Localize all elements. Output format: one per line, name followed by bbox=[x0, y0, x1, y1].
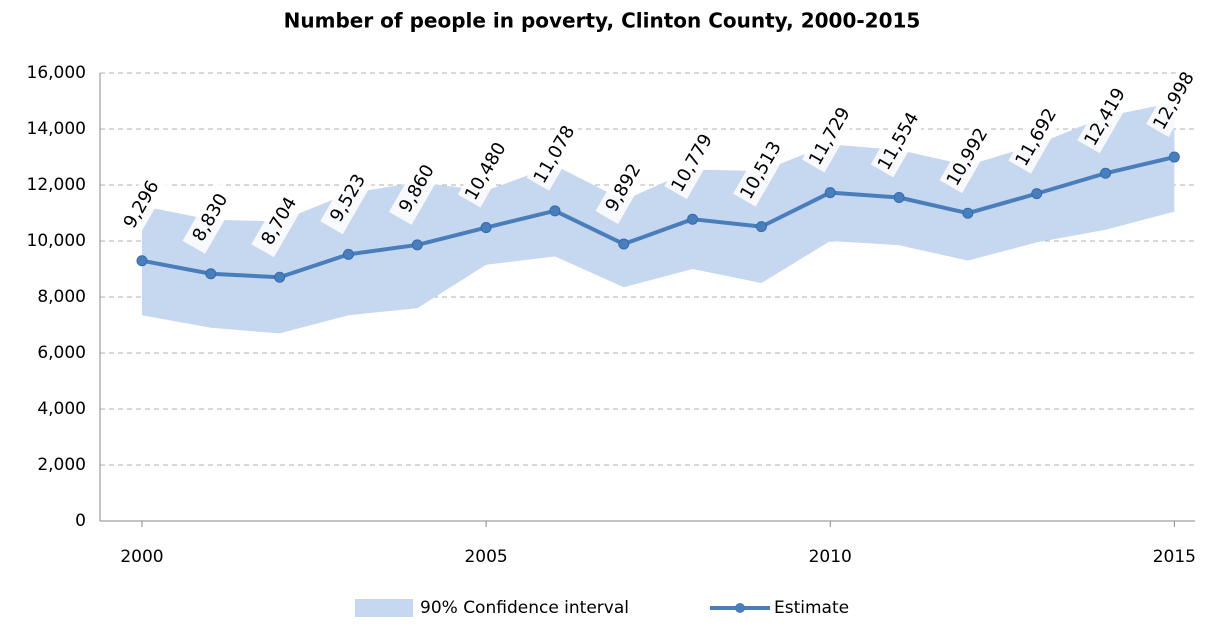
legend-swatch bbox=[355, 599, 413, 617]
point bbox=[1100, 167, 1112, 179]
data-label-bg bbox=[182, 181, 240, 254]
legend-swatch bbox=[735, 603, 745, 613]
data-label-group: 12,998 bbox=[1146, 65, 1203, 138]
data-label-bg bbox=[1008, 101, 1065, 174]
point bbox=[549, 205, 561, 217]
data-label-bg bbox=[1077, 81, 1134, 154]
legend-label: Estimate bbox=[774, 598, 849, 618]
data-label-bg bbox=[1146, 65, 1203, 138]
y-tick-label: 8,000 bbox=[37, 287, 86, 307]
y-tick-label: 2,000 bbox=[37, 455, 86, 475]
y-tick-label: 6,000 bbox=[37, 343, 86, 363]
y-tick-label: 12,000 bbox=[27, 175, 86, 195]
point bbox=[1168, 151, 1180, 163]
data-label-bg bbox=[595, 152, 653, 224]
data-label-bg bbox=[113, 168, 171, 241]
chart-title: Number of people in poverty, Clinton Cou… bbox=[284, 9, 921, 33]
point bbox=[1031, 188, 1043, 200]
y-tick-label: 10,000 bbox=[27, 231, 86, 251]
data-label-bg bbox=[733, 134, 790, 207]
point bbox=[411, 239, 423, 251]
y-tick-label: 14,000 bbox=[27, 119, 86, 139]
data-label-bg bbox=[939, 121, 997, 194]
data-label-bg bbox=[389, 152, 446, 225]
point bbox=[687, 213, 699, 225]
y-tick-label: 4,000 bbox=[37, 399, 86, 419]
confidence-band bbox=[141, 102, 1175, 334]
legend-label: 90% Confidence interval bbox=[420, 598, 629, 618]
data-label-bg bbox=[870, 105, 928, 178]
point bbox=[480, 222, 492, 234]
point bbox=[205, 268, 217, 280]
point bbox=[618, 238, 630, 250]
x-tick-label: 2000 bbox=[120, 547, 163, 567]
y-tick-label: 0 bbox=[75, 511, 86, 531]
data-label-bg bbox=[320, 162, 377, 235]
x-tick-label: 2010 bbox=[809, 547, 852, 567]
point bbox=[893, 191, 905, 203]
point bbox=[136, 255, 148, 267]
point bbox=[962, 207, 974, 219]
y-tick-label: 16,000 bbox=[27, 63, 86, 83]
estimate-line bbox=[141, 155, 1175, 280]
data-label-bg bbox=[801, 100, 859, 173]
data-label-bg bbox=[664, 127, 721, 200]
point bbox=[824, 187, 836, 199]
data-label-bg bbox=[457, 135, 515, 208]
point bbox=[274, 271, 286, 283]
data-label-bg bbox=[526, 118, 584, 191]
data-label-bg bbox=[251, 185, 308, 258]
point bbox=[755, 221, 767, 233]
x-tick-label: 2005 bbox=[464, 547, 507, 567]
x-tick-label: 2015 bbox=[1153, 547, 1196, 567]
point bbox=[342, 248, 354, 260]
